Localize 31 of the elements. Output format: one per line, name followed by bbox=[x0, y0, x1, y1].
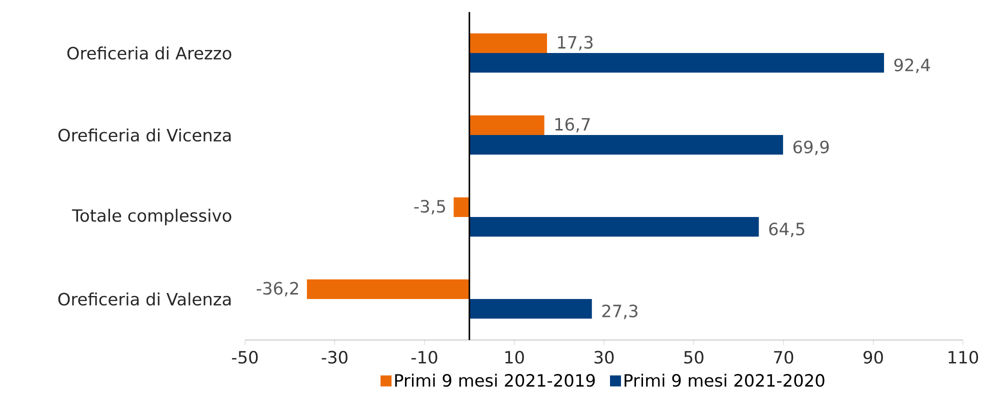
legend-label: Primi 9 mesi 2021-2019 bbox=[395, 374, 595, 387]
bar bbox=[306, 279, 470, 300]
y-tick-label: Oreficeria di Valenza bbox=[58, 292, 231, 306]
data-label: 27,3 bbox=[602, 304, 638, 320]
y-tick-label: Totale complessivo bbox=[72, 208, 232, 226]
y-tick-label: Oreficeria di Arezzo bbox=[67, 46, 232, 60]
x-tick-label: -10 bbox=[412, 350, 438, 364]
data-label: 16,7 bbox=[555, 118, 590, 132]
data-label: -36,2 bbox=[256, 282, 298, 296]
x-tick-label: -50 bbox=[232, 350, 258, 364]
bar bbox=[469, 53, 884, 73]
x-tick-label: 30 bbox=[594, 350, 614, 364]
x-tick-label: 50 bbox=[684, 350, 704, 364]
data-label: 17,3 bbox=[558, 36, 593, 50]
x-tick-label: 90 bbox=[864, 350, 883, 364]
data-label: 92,4 bbox=[894, 58, 930, 74]
data-label: 69,9 bbox=[793, 140, 829, 156]
bar bbox=[469, 217, 759, 237]
data-label: -3,5 bbox=[414, 200, 445, 214]
x-tick-label: 70 bbox=[774, 350, 794, 364]
x-tick-label: 110 bbox=[948, 350, 978, 364]
data-label: 64,5 bbox=[769, 222, 804, 238]
bar bbox=[469, 135, 784, 155]
bar bbox=[469, 299, 592, 319]
legend-label: Primi 9 mesi 2021-2020 bbox=[624, 374, 824, 387]
y-tick-label: Oreficeria di Vicenza bbox=[58, 128, 231, 142]
bar bbox=[454, 197, 470, 218]
bar bbox=[469, 33, 548, 53]
x-tick-label: -30 bbox=[322, 350, 348, 364]
bar bbox=[469, 115, 544, 135]
x-tick-label: 10 bbox=[505, 350, 524, 364]
